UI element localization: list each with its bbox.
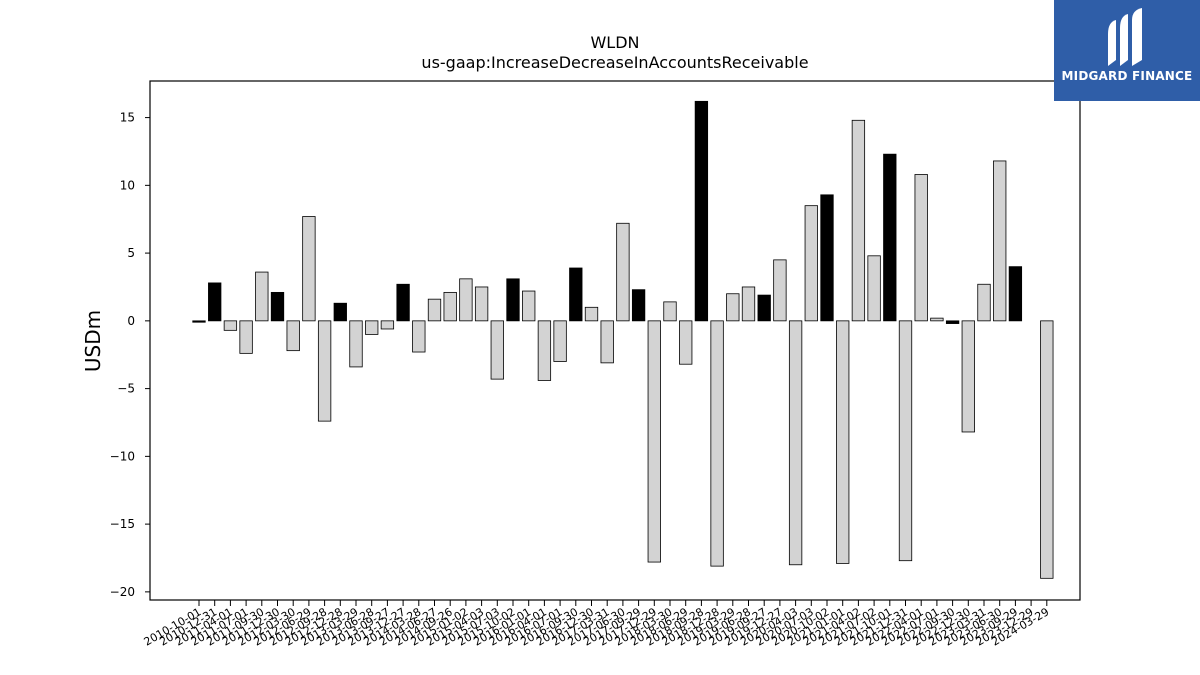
y-tick-label: −10: [110, 449, 135, 463]
bar-2019-03-29: [726, 293, 740, 322]
y-axis: 15 10 5 0 −5 −10 −15 −20: [110, 111, 150, 599]
bar-2015-04-03: [474, 286, 489, 322]
bar-2014-09-26: [443, 291, 457, 322]
bar-2013-03-29: [349, 320, 363, 368]
bar-2019-06-28: [741, 286, 756, 322]
bar-2014-06-27: [427, 298, 442, 322]
bar-2022-04-01: [914, 174, 928, 322]
bar-2018-12-28: [710, 320, 724, 567]
bar-2018-03-30: [663, 301, 677, 322]
y-tick-label: −5: [117, 382, 135, 396]
bar-2014-03-28: [412, 320, 426, 353]
bar-2011-09-30: [255, 271, 269, 322]
chart-title: WLDN: [590, 33, 639, 52]
bar-2016-04-01: [537, 320, 552, 381]
bar-2021-04-02: [851, 119, 866, 322]
bar-2020-07-03: [804, 205, 818, 322]
bar-2015-07-03: [490, 320, 504, 380]
bar-2024-03-29: [1040, 320, 1054, 579]
bar-2016-07-01: [553, 320, 567, 362]
brand-logo: MIDGARD FINANCE: [1054, 0, 1200, 101]
bar-2012-12-28: [333, 302, 347, 322]
bar-2023-09-29: [1008, 266, 1023, 322]
bar-2021-10-01: [883, 153, 897, 322]
bar-2016-12-30: [584, 306, 599, 322]
bar-2021-07-02: [867, 255, 881, 322]
bar-2020-04-03: [788, 320, 803, 566]
bar-2019-09-27: [757, 294, 771, 322]
midgard-logo-icon: [1108, 8, 1142, 66]
chart-subtitle: us-gaap:IncreaseDecreaseInAccountsReceiv…: [421, 53, 808, 72]
x-axis: 2010-10-012010-12-312011-04-012011-07-01…: [142, 600, 1051, 649]
bar-2010-12-31: [208, 282, 222, 322]
bar-2022-12-30: [961, 320, 975, 433]
bar-2018-09-28: [694, 100, 709, 322]
bar-2023-03-31: [977, 283, 991, 322]
y-axis-label: USDm: [81, 310, 105, 372]
bar-2013-12-27: [396, 283, 410, 322]
y-tick-label: −15: [110, 517, 135, 531]
y-tick-label: −20: [110, 585, 135, 599]
bar-2020-10-02: [820, 194, 834, 322]
bar-2021-12-31: [898, 320, 913, 562]
bar-2012-03-30: [286, 320, 300, 352]
bar-2019-12-27: [773, 259, 787, 322]
bar-2017-06-30: [616, 222, 630, 322]
bar-2022-07-01: [930, 317, 944, 322]
bar-2015-01-02: [459, 278, 473, 322]
y-tick-label: 0: [127, 314, 135, 328]
bar-2022-09-30: [945, 320, 960, 324]
y-tick-label: 5: [127, 246, 135, 260]
bar-2011-12-30: [270, 291, 285, 322]
bars-group: [192, 100, 1054, 579]
bar-2011-07-01: [239, 320, 253, 354]
bar-2023-06-30: [993, 160, 1007, 322]
bar-2017-03-31: [600, 320, 614, 364]
y-tick-label: 15: [120, 111, 135, 125]
bar-2018-06-29: [679, 320, 693, 365]
bar-2012-06-29: [302, 216, 316, 322]
bar-2013-09-27: [380, 320, 395, 330]
bar-2012-09-28: [317, 320, 332, 422]
bar-2016-01-01: [522, 290, 536, 322]
plot-frame: [149, 80, 1081, 601]
y-tick-label: 10: [120, 178, 135, 192]
bar-2021-01-01: [836, 320, 850, 564]
bar-2013-06-28: [365, 320, 379, 335]
bar-2017-12-29: [647, 320, 661, 563]
bar-2016-09-30: [569, 267, 583, 322]
brand-name: MIDGARD FINANCE: [1061, 69, 1193, 83]
bar-2017-09-29: [631, 289, 646, 322]
bar-2010-10-01: [192, 320, 206, 323]
bar-2015-10-02: [506, 278, 520, 322]
bar-2011-04-01: [223, 320, 238, 331]
